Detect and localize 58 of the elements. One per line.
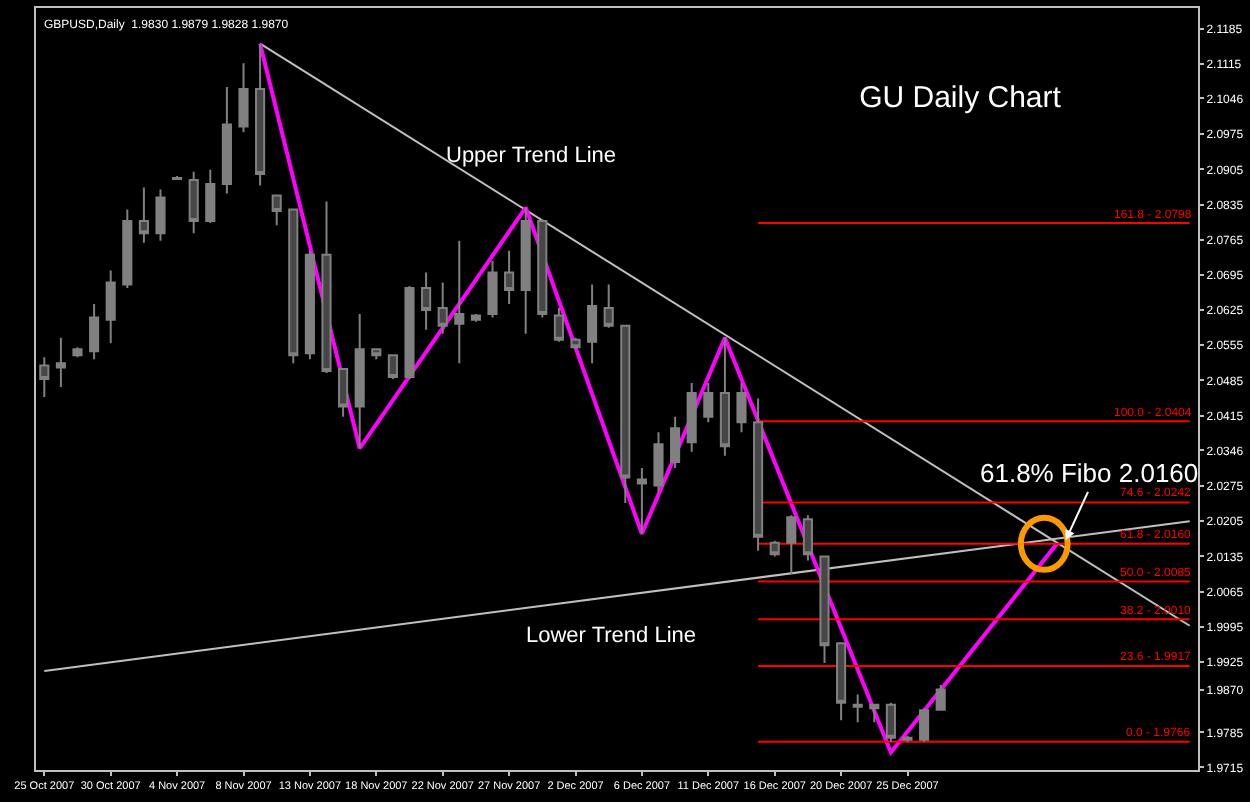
candlestick: [39, 356, 50, 399]
candlestick: [636, 466, 647, 535]
candlestick: [686, 381, 697, 453]
candlestick: [304, 249, 315, 361]
candlestick: [520, 206, 531, 335]
candlestick: [271, 194, 282, 227]
candlestick: [387, 354, 398, 380]
candlestick: [55, 336, 66, 388]
candlestick: [553, 307, 564, 343]
candlestick: [138, 186, 149, 244]
candlestick: [769, 539, 780, 558]
annotation: Upper Trend Line: [446, 144, 616, 168]
candlestick: [105, 269, 116, 345]
candlestick: [736, 381, 747, 434]
candlestick: [437, 281, 448, 335]
candlestick: [221, 85, 232, 195]
candlestick: [670, 415, 681, 469]
candlestick: [719, 336, 730, 457]
candlestick: [570, 336, 581, 351]
candlestick: [802, 514, 813, 562]
candlestick: [72, 346, 83, 359]
candlestick: [470, 313, 481, 323]
candlestick: [537, 218, 548, 319]
candlestick: [404, 284, 415, 380]
candlestick: [703, 381, 714, 424]
candlestick: [205, 168, 216, 225]
candlestick: [587, 283, 598, 365]
annotation: 61.8% Fibo 2.0160: [980, 458, 1199, 488]
candlestick: [454, 239, 465, 365]
candlestick: [321, 200, 332, 374]
text: GU Daily Chart: [859, 80, 1063, 115]
candlestick: [603, 283, 614, 329]
candlestick: [852, 693, 863, 724]
candlestick: [753, 397, 764, 552]
candlestick: [122, 208, 133, 289]
candlestick: [653, 431, 664, 493]
candlestick: [188, 170, 199, 235]
candlestick: [504, 249, 515, 306]
candlestick: [902, 734, 913, 743]
candlestick: [238, 62, 249, 134]
candlestick: [836, 642, 847, 722]
candlestick: [919, 707, 930, 743]
candlestick: [255, 42, 266, 187]
candlestick: [885, 701, 896, 743]
candlestick: [819, 555, 830, 664]
candlestick: [354, 313, 365, 450]
candlestick: [371, 348, 382, 361]
candlestick: [620, 324, 631, 505]
candlestick: [869, 703, 880, 724]
candlestick: [487, 259, 498, 319]
candlestick: [288, 208, 299, 365]
candlestick: [338, 367, 349, 418]
candlestick: [786, 514, 797, 576]
annotation: Lower Trend Line: [526, 624, 696, 648]
candlestick: [89, 303, 100, 361]
candlestick: [155, 188, 166, 242]
candlestick: [421, 271, 432, 331]
candlestick: [935, 684, 946, 712]
